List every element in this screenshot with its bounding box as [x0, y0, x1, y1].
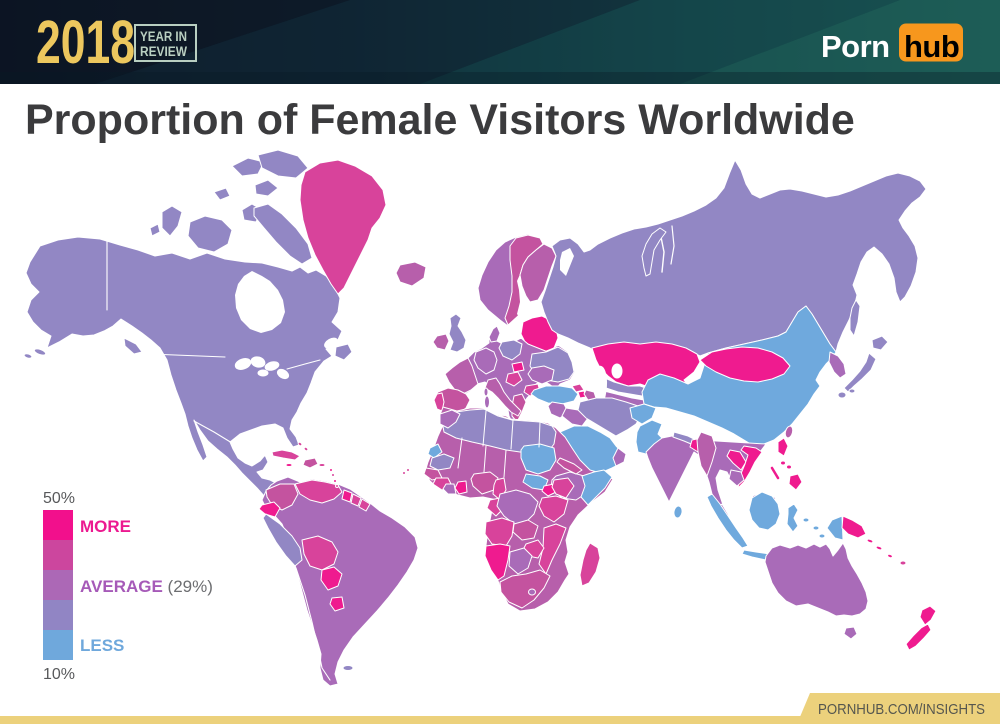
svg-text:REVIEW: REVIEW: [140, 44, 187, 59]
svg-text:Porn: Porn: [821, 29, 890, 64]
svg-text:PORNHUB.COM/INSIGHTS: PORNHUB.COM/INSIGHTS: [818, 701, 985, 718]
svg-text:YEAR IN: YEAR IN: [140, 29, 187, 44]
svg-text:hub: hub: [904, 29, 959, 64]
svg-text:2018: 2018: [36, 8, 135, 76]
